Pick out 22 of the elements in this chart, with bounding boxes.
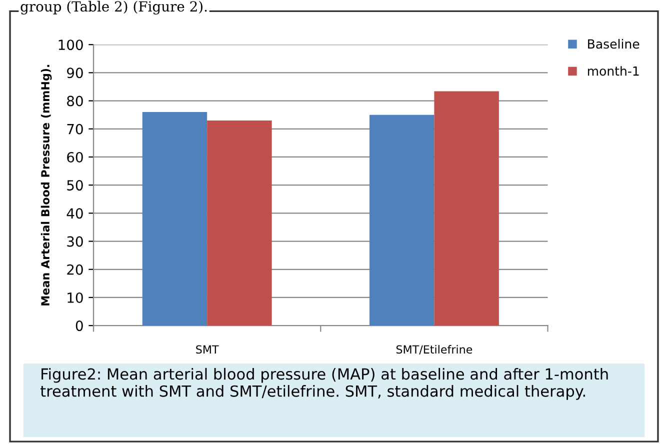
y-tick-label: 60: [67, 152, 83, 162]
y-tick-label: 80: [67, 96, 83, 106]
y-tick-label: 30: [67, 236, 83, 247]
bar: [369, 114, 434, 326]
y-tick-label: 70: [67, 124, 83, 134]
text: group (Table 2) (Figure 2).: [20, 0, 207, 15]
y-axis-title: Mean Arterial Blood Pressure (mmHg).: [40, 64, 52, 306]
y-tick-label: 40: [66, 208, 83, 219]
y-tick-label: 0: [76, 320, 83, 332]
x-tick-label: SMT: [196, 345, 219, 354]
caption: Figure2: Mean arterial blood pressure (MAP) at baseline and after 1-month treatment with SMT and SMT/etilefrine. SMT, standard medical therapy.: [40, 368, 608, 400]
y-tick-label: 90: [67, 68, 83, 78]
x-tick-label: SMT/Etilefrine: [396, 345, 472, 354]
legend-label: month-1: [588, 66, 639, 76]
y-tick-label: 50: [67, 180, 83, 191]
y-tick-label: 100: [58, 40, 83, 50]
y-tick-label: 10: [68, 292, 83, 303]
bar: [142, 112, 208, 326]
y-tick-label: 20: [67, 264, 83, 275]
bar: [434, 91, 499, 326]
bar: [207, 120, 272, 326]
legend-label: Baseline: [588, 38, 640, 49]
